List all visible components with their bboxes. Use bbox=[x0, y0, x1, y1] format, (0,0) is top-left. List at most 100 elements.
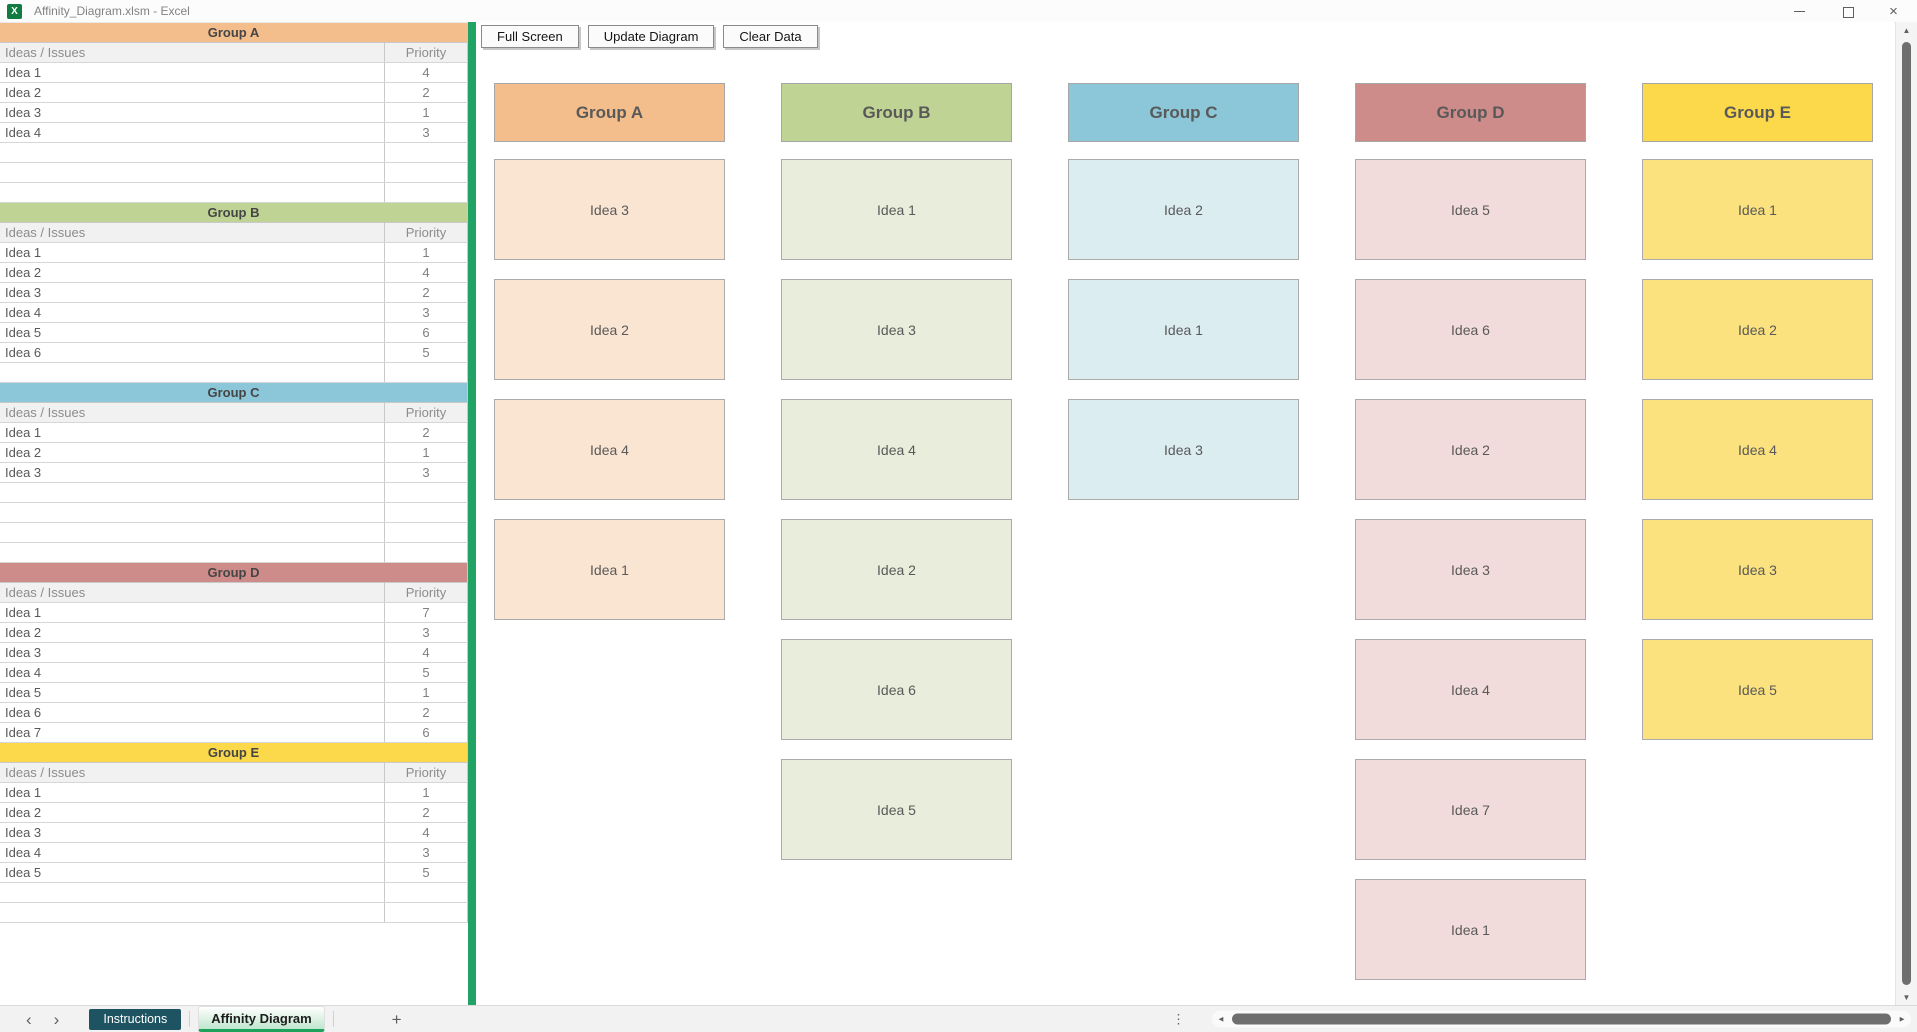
diagram-idea-card[interactable]: Idea 6 bbox=[781, 639, 1012, 740]
diagram-idea-card[interactable]: Idea 2 bbox=[781, 519, 1012, 620]
table-cell-idea[interactable]: Idea 2 bbox=[0, 83, 385, 102]
close-button[interactable]: × bbox=[1870, 0, 1917, 22]
table-cell-priority-empty[interactable] bbox=[385, 143, 468, 162]
table-cell-idea[interactable]: Idea 5 bbox=[0, 863, 385, 882]
column-header-ideas-issues[interactable]: Ideas / Issues bbox=[0, 43, 385, 62]
next-sheet-button[interactable]: › bbox=[53, 1009, 60, 1029]
table-cell-idea[interactable]: Idea 3 bbox=[0, 103, 385, 122]
table-cell-priority[interactable]: 3 bbox=[385, 123, 468, 142]
diagram-idea-card[interactable]: Idea 1 bbox=[781, 159, 1012, 260]
table-cell-priority[interactable]: 5 bbox=[385, 343, 468, 362]
table-group-header-group-c[interactable]: Group C bbox=[0, 383, 468, 403]
diagram-idea-card[interactable]: Idea 3 bbox=[1642, 519, 1873, 620]
column-header-ideas-issues[interactable]: Ideas / Issues bbox=[0, 763, 385, 782]
diagram-idea-card[interactable]: Idea 7 bbox=[1355, 759, 1586, 860]
table-cell-idea[interactable]: Idea 1 bbox=[0, 603, 385, 622]
table-cell-idea[interactable]: Idea 5 bbox=[0, 323, 385, 342]
column-header-ideas-issues[interactable]: Ideas / Issues bbox=[0, 403, 385, 422]
table-cell-priority-empty[interactable] bbox=[385, 483, 468, 502]
clear-data-button[interactable]: Clear Data bbox=[723, 25, 818, 48]
diagram-idea-card[interactable]: Idea 2 bbox=[494, 279, 725, 380]
table-cell-idea[interactable]: Idea 2 bbox=[0, 443, 385, 462]
sheet-tab-affinity-diagram[interactable]: Affinity Diagram bbox=[198, 1006, 325, 1032]
diagram-idea-card[interactable]: Idea 3 bbox=[1068, 399, 1299, 500]
table-cell-priority[interactable]: 5 bbox=[385, 863, 468, 882]
table-cell-priority-empty[interactable] bbox=[385, 903, 468, 922]
table-cell-idea[interactable]: Idea 2 bbox=[0, 623, 385, 642]
table-cell-idea[interactable]: Idea 3 bbox=[0, 643, 385, 662]
diagram-idea-card[interactable]: Idea 1 bbox=[494, 519, 725, 620]
column-header-priority[interactable]: Priority bbox=[385, 583, 468, 602]
table-group-header-group-e[interactable]: Group E bbox=[0, 743, 468, 763]
table-cell-priority[interactable]: 2 bbox=[385, 283, 468, 302]
tab-bar-resize-handle[interactable]: ⋮ bbox=[1172, 1013, 1185, 1026]
table-cell-priority[interactable]: 1 bbox=[385, 783, 468, 802]
column-header-ideas-issues[interactable]: Ideas / Issues bbox=[0, 223, 385, 242]
table-cell-idea[interactable]: Idea 3 bbox=[0, 283, 385, 302]
table-group-header-group-a[interactable]: Group A bbox=[0, 23, 468, 43]
table-cell-idea[interactable]: Idea 5 bbox=[0, 683, 385, 702]
minimize-button[interactable] bbox=[1776, 0, 1823, 22]
diagram-idea-card[interactable]: Idea 6 bbox=[1355, 279, 1586, 380]
table-cell-priority-empty[interactable] bbox=[385, 543, 468, 562]
new-sheet-button[interactable]: + bbox=[392, 1011, 402, 1028]
table-cell-priority[interactable]: 4 bbox=[385, 263, 468, 282]
diagram-idea-card[interactable]: Idea 4 bbox=[781, 399, 1012, 500]
table-cell-idea[interactable]: Idea 1 bbox=[0, 63, 385, 82]
diagram-idea-card[interactable]: Idea 4 bbox=[1642, 399, 1873, 500]
table-cell-idea[interactable]: Idea 7 bbox=[0, 723, 385, 742]
diagram-group-header-group-d[interactable]: Group D bbox=[1355, 83, 1586, 142]
column-header-priority[interactable]: Priority bbox=[385, 43, 468, 62]
diagram-idea-card[interactable]: Idea 1 bbox=[1068, 279, 1299, 380]
full-screen-button[interactable]: Full Screen bbox=[481, 25, 579, 48]
table-cell-idea[interactable]: Idea 6 bbox=[0, 343, 385, 362]
table-cell-priority[interactable]: 1 bbox=[385, 443, 468, 462]
table-cell-priority[interactable]: 2 bbox=[385, 803, 468, 822]
column-header-priority[interactable]: Priority bbox=[385, 223, 468, 242]
diagram-group-header-group-e[interactable]: Group E bbox=[1642, 83, 1873, 142]
table-group-header-group-b[interactable]: Group B bbox=[0, 203, 468, 223]
previous-sheet-button[interactable]: ‹ bbox=[26, 1009, 32, 1029]
table-cell-idea-empty[interactable] bbox=[0, 163, 385, 182]
table-cell-idea[interactable]: Idea 1 bbox=[0, 423, 385, 442]
diagram-idea-card[interactable]: Idea 3 bbox=[494, 159, 725, 260]
scroll-right-button[interactable]: ► bbox=[1898, 1014, 1906, 1023]
table-cell-priority[interactable]: 4 bbox=[385, 823, 468, 842]
table-cell-priority-empty[interactable] bbox=[385, 363, 468, 382]
table-cell-priority[interactable]: 2 bbox=[385, 703, 468, 722]
table-cell-priority[interactable]: 4 bbox=[385, 643, 468, 662]
column-header-ideas-issues[interactable]: Ideas / Issues bbox=[0, 583, 385, 602]
scroll-down-button[interactable]: ▼ bbox=[1896, 989, 1917, 1005]
table-cell-priority[interactable]: 6 bbox=[385, 723, 468, 742]
diagram-idea-card[interactable]: Idea 2 bbox=[1068, 159, 1299, 260]
table-cell-idea[interactable]: Idea 3 bbox=[0, 463, 385, 482]
diagram-idea-card[interactable]: Idea 4 bbox=[494, 399, 725, 500]
table-cell-priority-empty[interactable] bbox=[385, 503, 468, 522]
diagram-group-header-group-b[interactable]: Group B bbox=[781, 83, 1012, 142]
table-cell-priority[interactable]: 1 bbox=[385, 103, 468, 122]
table-cell-idea[interactable]: Idea 4 bbox=[0, 303, 385, 322]
table-cell-idea-empty[interactable] bbox=[0, 143, 385, 162]
diagram-idea-card[interactable]: Idea 1 bbox=[1355, 879, 1586, 980]
table-cell-priority[interactable]: 3 bbox=[385, 303, 468, 322]
scroll-up-button[interactable]: ▲ bbox=[1896, 22, 1917, 38]
pane-divider[interactable] bbox=[468, 22, 476, 1005]
diagram-group-header-group-c[interactable]: Group C bbox=[1068, 83, 1299, 142]
restore-button[interactable] bbox=[1823, 0, 1870, 22]
diagram-group-header-group-a[interactable]: Group A bbox=[494, 83, 725, 142]
table-cell-priority-empty[interactable] bbox=[385, 183, 468, 202]
diagram-idea-card[interactable]: Idea 3 bbox=[781, 279, 1012, 380]
table-cell-priority-empty[interactable] bbox=[385, 523, 468, 542]
table-cell-priority[interactable]: 7 bbox=[385, 603, 468, 622]
table-cell-idea-empty[interactable] bbox=[0, 543, 385, 562]
table-group-header-group-d[interactable]: Group D bbox=[0, 563, 468, 583]
table-cell-idea[interactable]: Idea 2 bbox=[0, 803, 385, 822]
diagram-idea-card[interactable]: Idea 1 bbox=[1642, 159, 1873, 260]
table-cell-idea[interactable]: Idea 2 bbox=[0, 263, 385, 282]
table-cell-idea[interactable]: Idea 6 bbox=[0, 703, 385, 722]
diagram-idea-card[interactable]: Idea 5 bbox=[781, 759, 1012, 860]
column-header-priority[interactable]: Priority bbox=[385, 763, 468, 782]
table-cell-idea-empty[interactable] bbox=[0, 883, 385, 902]
table-cell-priority[interactable]: 6 bbox=[385, 323, 468, 342]
diagram-idea-card[interactable]: Idea 5 bbox=[1642, 639, 1873, 740]
